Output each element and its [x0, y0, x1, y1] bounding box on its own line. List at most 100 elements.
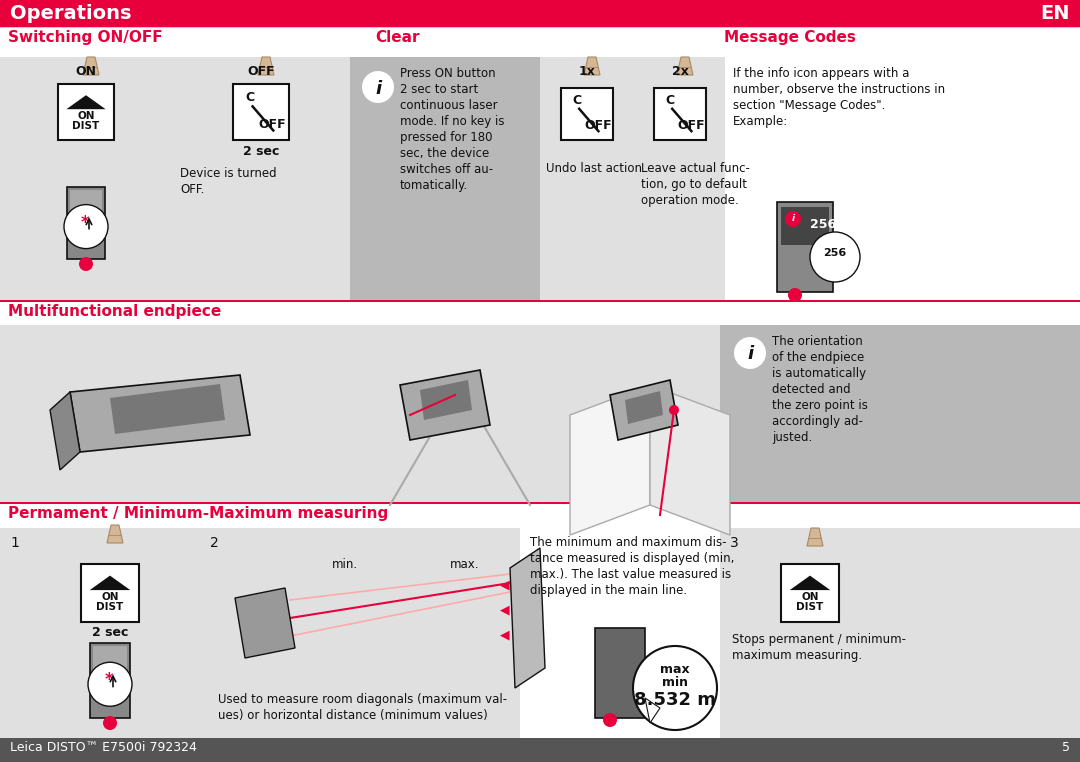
- Text: Leave actual func-
tion, go to default
operation mode.: Leave actual func- tion, go to default o…: [642, 162, 750, 207]
- Text: 8.532 m: 8.532 m: [634, 691, 716, 709]
- Polygon shape: [584, 57, 600, 75]
- Bar: [0, 27, 1080, 28]
- Text: 256: 256: [823, 248, 847, 258]
- Bar: [0, 28, 1080, 57]
- Bar: [0, 300, 1080, 302]
- Text: 2 sec: 2 sec: [243, 145, 280, 158]
- Bar: [540, 325, 720, 502]
- Text: min.: min.: [332, 558, 359, 571]
- Bar: [200, 528, 519, 738]
- Bar: [595, 628, 645, 718]
- Polygon shape: [420, 380, 472, 420]
- Text: max.: max.: [450, 558, 480, 571]
- Bar: [58, 84, 114, 140]
- Text: OFF: OFF: [247, 65, 274, 78]
- Bar: [654, 88, 706, 140]
- Bar: [172, 57, 350, 300]
- Text: Message Codes: Message Codes: [724, 30, 855, 45]
- Circle shape: [633, 646, 717, 730]
- Bar: [93, 646, 127, 680]
- Circle shape: [810, 232, 860, 282]
- Text: 3: 3: [730, 536, 739, 550]
- Circle shape: [103, 716, 117, 730]
- Text: C: C: [665, 94, 675, 107]
- Polygon shape: [650, 385, 730, 535]
- Text: The minimum and maximum dis-
tance measured is displayed (min,
max.). The last v: The minimum and maximum dis- tance measu…: [530, 536, 734, 597]
- Bar: [0, 528, 200, 738]
- Text: ON: ON: [76, 65, 96, 78]
- Text: DIST: DIST: [72, 121, 99, 131]
- Bar: [81, 564, 139, 622]
- Polygon shape: [107, 525, 123, 543]
- Text: i: i: [792, 214, 795, 223]
- Bar: [720, 325, 1080, 502]
- Bar: [0, 302, 1080, 325]
- Text: Used to measure room diagonals (maximum val-
ues) or horizontal distance (minimu: Used to measure room diagonals (maximum …: [218, 693, 508, 722]
- Text: ◀: ◀: [500, 603, 510, 616]
- Text: 256: 256: [810, 218, 836, 231]
- Polygon shape: [625, 391, 663, 424]
- Bar: [233, 84, 289, 140]
- Text: 1: 1: [10, 536, 18, 550]
- Text: i: i: [747, 345, 753, 363]
- Bar: [781, 207, 829, 245]
- Circle shape: [87, 662, 132, 706]
- Text: ON: ON: [801, 592, 819, 602]
- Bar: [781, 564, 839, 622]
- Polygon shape: [70, 375, 249, 452]
- Circle shape: [785, 211, 801, 227]
- Polygon shape: [90, 575, 131, 590]
- Bar: [0, 738, 1080, 762]
- Polygon shape: [400, 370, 490, 440]
- Circle shape: [603, 713, 617, 727]
- Text: *: *: [81, 214, 90, 232]
- Circle shape: [362, 71, 394, 103]
- Polygon shape: [83, 57, 99, 75]
- Bar: [720, 528, 860, 738]
- Text: 2: 2: [210, 536, 219, 550]
- Circle shape: [734, 337, 766, 369]
- Bar: [0, 57, 172, 300]
- Bar: [635, 57, 725, 300]
- Polygon shape: [570, 385, 650, 535]
- Polygon shape: [66, 95, 106, 109]
- Text: The orientation
of the endpiece
is automatically
detected and
the zero point is
: The orientation of the endpiece is autom…: [772, 335, 868, 444]
- Text: OFF: OFF: [258, 117, 286, 130]
- Text: 1x: 1x: [579, 65, 595, 78]
- Text: min: min: [662, 676, 688, 689]
- Circle shape: [64, 205, 108, 248]
- Text: Permament / Minimum-Maximum measuring: Permament / Minimum-Maximum measuring: [8, 506, 388, 521]
- Text: Stops permanent / minimum-
maximum measuring.: Stops permanent / minimum- maximum measu…: [732, 633, 906, 662]
- Bar: [860, 528, 1080, 738]
- Circle shape: [669, 405, 679, 415]
- Text: max: max: [660, 663, 690, 676]
- Polygon shape: [235, 588, 295, 658]
- Polygon shape: [807, 528, 823, 546]
- Polygon shape: [789, 575, 831, 590]
- Bar: [519, 528, 720, 738]
- Bar: [350, 57, 540, 300]
- Text: C: C: [245, 91, 255, 104]
- Text: 5: 5: [1062, 741, 1070, 754]
- Text: DIST: DIST: [796, 602, 824, 612]
- Text: Clear: Clear: [375, 30, 419, 45]
- Bar: [90, 643, 130, 718]
- Text: Undo last action.: Undo last action.: [546, 162, 646, 175]
- Bar: [540, 57, 635, 300]
- Polygon shape: [110, 384, 225, 434]
- Bar: [0, 0, 1080, 27]
- Bar: [561, 88, 613, 140]
- Text: OFF: OFF: [677, 119, 705, 132]
- Text: Press ON button
2 sec to start
continuous laser
mode. If no key is
pressed for 1: Press ON button 2 sec to start continuou…: [400, 67, 504, 192]
- Polygon shape: [50, 392, 80, 470]
- Text: Switching ON/OFF: Switching ON/OFF: [8, 30, 163, 45]
- Polygon shape: [610, 380, 678, 440]
- Bar: [0, 325, 360, 502]
- Text: Operations: Operations: [10, 4, 132, 23]
- Bar: [725, 57, 1080, 300]
- Bar: [0, 502, 1080, 504]
- Text: If the info icon appears with a
number, observe the instructions in
section "Mes: If the info icon appears with a number, …: [733, 67, 945, 128]
- Polygon shape: [645, 698, 660, 723]
- Text: ON: ON: [102, 592, 119, 602]
- Text: i: i: [375, 80, 381, 98]
